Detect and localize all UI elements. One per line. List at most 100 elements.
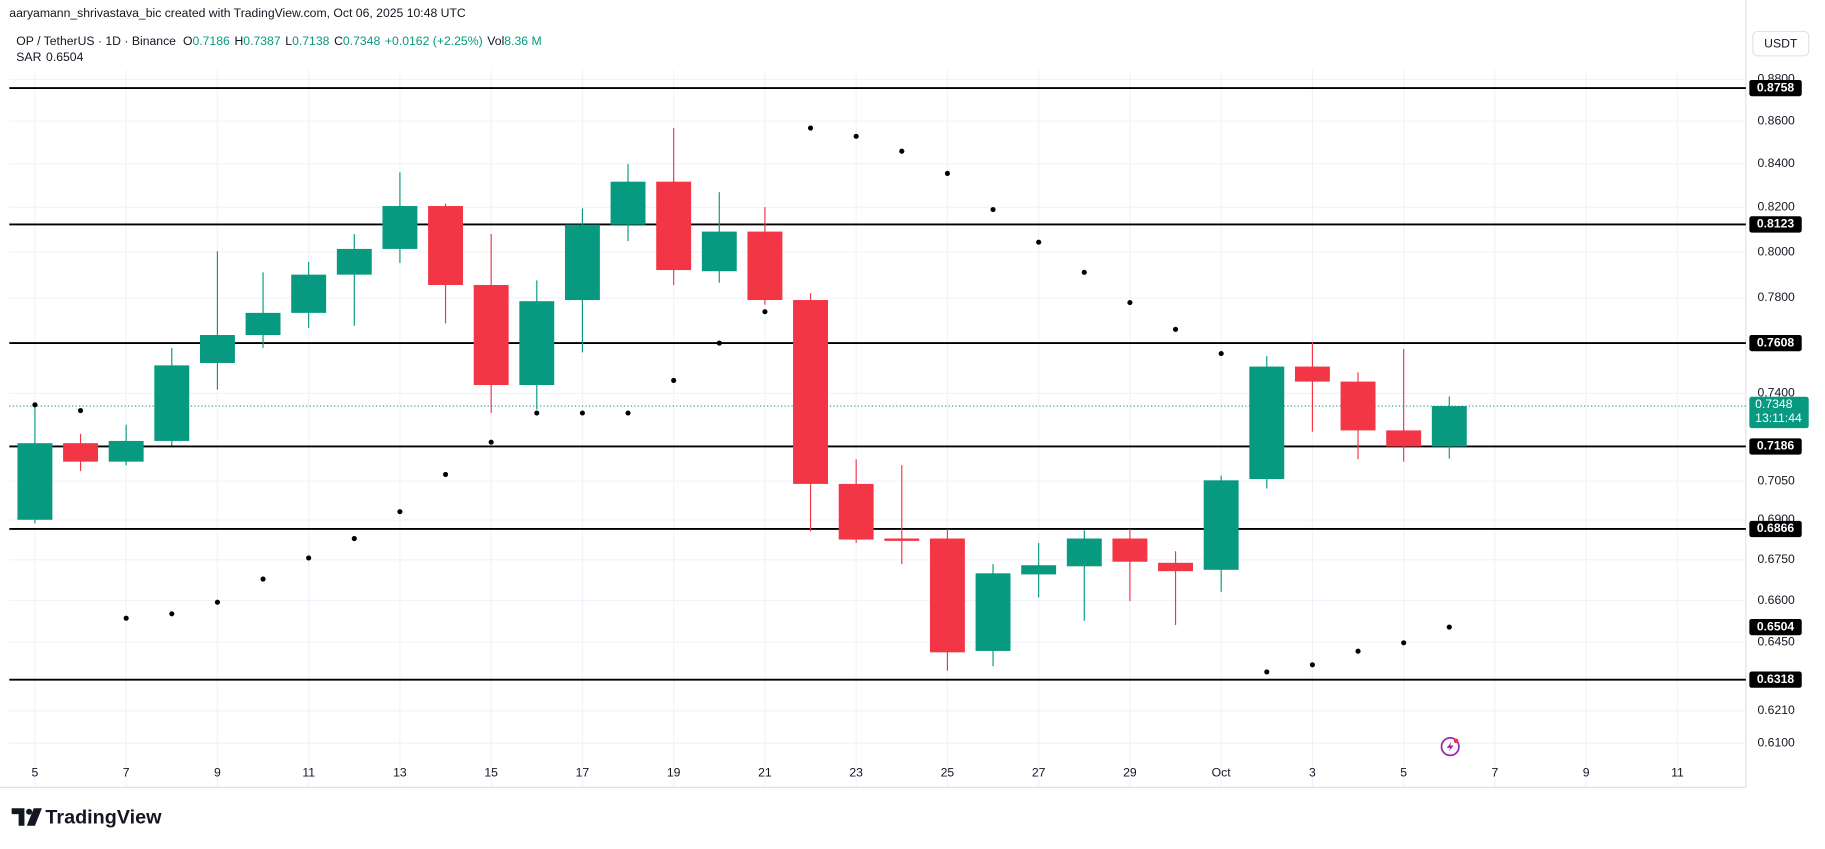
logo-mark (26, 808, 42, 826)
price-label-box (1749, 334, 1802, 352)
attribution: aaryamann_shrivastava_bic created with T… (9, 6, 466, 20)
price-label: 0.6318 (1757, 672, 1795, 686)
candle-body (656, 181, 692, 271)
y-tick-label: 0.6210 (1757, 703, 1795, 717)
sar-legend: SAR 0.6504 (16, 50, 83, 64)
price-label-box (1749, 216, 1802, 233)
x-tick-label: 11 (1671, 766, 1684, 780)
alert-icon[interactable] (1440, 737, 1460, 757)
y-tick-label: 0.7050 (1757, 473, 1795, 487)
legend-key: Vol (487, 34, 504, 48)
price-label: 0.8123 (1757, 217, 1795, 231)
x-tick-label: 7 (123, 766, 130, 780)
price-label-box (1749, 79, 1802, 97)
x-tick-label: 9 (1583, 766, 1590, 780)
sar-dot (306, 555, 312, 561)
x-tick-label: Oct (1212, 766, 1232, 780)
sar-dot (671, 377, 677, 383)
x-tick-label: 15 (484, 766, 498, 780)
x-tick-label: 9 (214, 766, 221, 780)
legend-line: OP / TetherUS · 1D · Binance O0.7186 H0.73… (16, 34, 541, 48)
logo-mark (26, 808, 33, 815)
price-label-box (1749, 618, 1802, 636)
price-label: 0.7186 (1757, 439, 1795, 453)
candle-body (1112, 538, 1148, 562)
currency-button[interactable] (1752, 30, 1810, 57)
legend-value: 0.7138 (292, 34, 330, 48)
price-axis: 0.88000.86000.84000.82000.80000.78000.74… (32, 72, 1809, 780)
price-label: 0.6866 (1757, 521, 1795, 535)
candle-body (63, 443, 99, 462)
legend-value: 0.6504 (46, 50, 84, 64)
sar-dot (397, 509, 403, 515)
candle-body (884, 538, 920, 541)
sar-dot (1355, 648, 1361, 654)
candle-body (838, 483, 874, 540)
current-price-box (1749, 396, 1809, 429)
price-label: 0.8758 (1757, 80, 1795, 94)
legend-value: 0.7348 (343, 34, 381, 48)
sar-dot (807, 125, 814, 131)
countdown: 13:11:44 (1755, 411, 1802, 425)
candle-body (1249, 366, 1285, 480)
x-tick-label: 17 (576, 766, 590, 780)
icon-dot (1453, 738, 1459, 744)
y-tick-label: 0.8200 (1757, 200, 1795, 214)
currency[interactable]: USDT (1764, 36, 1798, 50)
candle-body (701, 231, 737, 272)
candle-body (473, 284, 509, 386)
y-tick-label: 0.7400 (1757, 386, 1795, 400)
candle-body (1066, 538, 1102, 567)
candle-body (108, 440, 144, 462)
legend-value: 0.7186 (192, 34, 230, 48)
x-tick-label: 21 (758, 766, 772, 780)
icon-ring (1440, 737, 1460, 757)
sar-dot (1401, 640, 1407, 646)
brand: TradingView (45, 806, 162, 828)
sar-dot (488, 439, 494, 445)
x-tick-label: 7 (1492, 766, 1499, 780)
legend-change: +0.0162 (+2.25%) (385, 34, 483, 48)
candle-body (336, 248, 372, 275)
x-tick-label: 19 (667, 766, 681, 780)
sar-dot (351, 535, 357, 542)
sar-dot (442, 471, 449, 477)
sar-dot (990, 207, 996, 213)
y-tick-label: 0.6450 (1757, 634, 1795, 648)
sar-dot (169, 611, 175, 617)
sar-dot (1127, 300, 1133, 306)
candle-body (1340, 381, 1376, 431)
y-tick-label: 0.8600 (1757, 113, 1795, 127)
current-price-label: 0.7348 (1755, 397, 1793, 411)
sar-dot (716, 340, 722, 346)
candle-body (1386, 430, 1422, 447)
x-tick-label: 23 (849, 766, 863, 780)
x-tick-label: 25 (941, 766, 955, 780)
candle-body (929, 538, 965, 653)
sar-dot (625, 410, 631, 416)
y-tick-label: 0.7800 (1757, 290, 1795, 304)
x-tick-label: 5 (1400, 766, 1407, 780)
sar-dot (1218, 351, 1224, 357)
sar-dot (853, 133, 859, 139)
candle-body (17, 443, 53, 520)
legend-value: 0.7387 (243, 34, 281, 48)
y-tick-label: 0.8400 (1757, 156, 1795, 170)
legend-key: L (285, 34, 292, 48)
legend-key: O (183, 34, 193, 48)
y-tick-label: 0.6100 (1757, 735, 1795, 749)
y-tick-label: 0.8000 (1757, 244, 1795, 258)
symbol: OP / TetherUS · 1D · Binance (16, 34, 176, 48)
logo-mark (11, 808, 25, 826)
y-tick-label: 0.6750 (1757, 552, 1795, 566)
candle-body (245, 312, 281, 336)
sar-dot (77, 407, 84, 414)
candle-body (519, 301, 555, 386)
candle-body (199, 335, 235, 363)
x-tick-label: 5 (32, 766, 39, 780)
sar-dot (762, 309, 768, 315)
x-tick-label: 3 (1309, 766, 1316, 780)
plot (9, 87, 1746, 681)
sar-dot (32, 402, 38, 408)
